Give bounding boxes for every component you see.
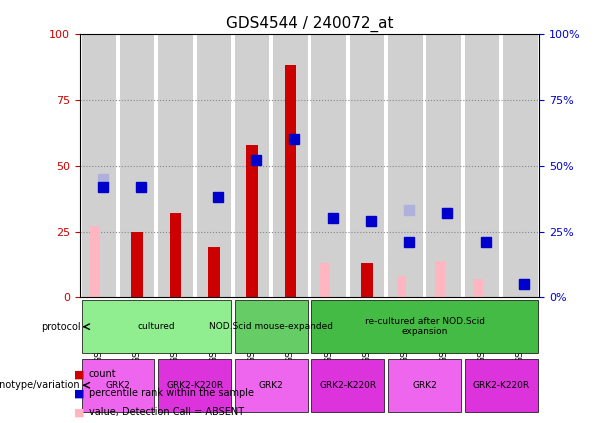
Bar <box>90 226 100 297</box>
Bar <box>197 34 231 297</box>
Text: percentile rank within the sample: percentile rank within the sample <box>89 388 254 398</box>
Text: protocol: protocol <box>41 321 80 332</box>
Bar <box>473 279 483 297</box>
FancyBboxPatch shape <box>82 300 231 353</box>
FancyBboxPatch shape <box>311 300 538 353</box>
Bar <box>361 263 373 297</box>
FancyBboxPatch shape <box>388 359 461 412</box>
Text: GRK2-K220R: GRK2-K220R <box>319 381 376 390</box>
FancyBboxPatch shape <box>311 359 384 412</box>
Bar <box>350 34 384 297</box>
Text: GRK2: GRK2 <box>259 381 284 390</box>
Text: GRK2: GRK2 <box>412 381 437 390</box>
Text: genotype/variation: genotype/variation <box>0 380 80 390</box>
Bar <box>273 34 308 297</box>
Bar <box>246 145 258 297</box>
Text: ■: ■ <box>74 369 84 379</box>
Text: re-cultured after NOD.Scid
expansion: re-cultured after NOD.Scid expansion <box>365 317 484 336</box>
Text: ■: ■ <box>74 388 84 398</box>
Bar <box>435 261 444 297</box>
Bar <box>397 276 406 297</box>
Bar <box>311 34 346 297</box>
FancyBboxPatch shape <box>235 300 308 353</box>
Bar <box>427 34 461 297</box>
Bar <box>503 34 538 297</box>
Bar <box>235 34 269 297</box>
Text: ■: ■ <box>74 407 84 418</box>
Title: GDS4544 / 240072_at: GDS4544 / 240072_at <box>226 16 394 33</box>
FancyBboxPatch shape <box>82 359 154 412</box>
Text: GRK2-K220R: GRK2-K220R <box>166 381 223 390</box>
Bar <box>82 34 116 297</box>
Bar <box>120 34 154 297</box>
FancyBboxPatch shape <box>235 359 308 412</box>
Text: count: count <box>89 369 116 379</box>
Bar <box>208 247 219 297</box>
Text: value, Detection Call = ABSENT: value, Detection Call = ABSENT <box>89 407 244 418</box>
Bar <box>158 34 192 297</box>
Text: GRK2-K220R: GRK2-K220R <box>473 381 530 390</box>
Text: GRK2: GRK2 <box>105 381 131 390</box>
FancyBboxPatch shape <box>465 359 538 412</box>
Text: NOD.Scid mouse-expanded: NOD.Scid mouse-expanded <box>209 322 333 331</box>
FancyBboxPatch shape <box>158 359 231 412</box>
Text: cultured: cultured <box>137 322 175 331</box>
Bar <box>131 231 143 297</box>
Bar <box>388 34 422 297</box>
Bar <box>170 213 181 297</box>
Bar <box>465 34 499 297</box>
Bar <box>284 66 296 297</box>
Bar <box>320 263 330 297</box>
